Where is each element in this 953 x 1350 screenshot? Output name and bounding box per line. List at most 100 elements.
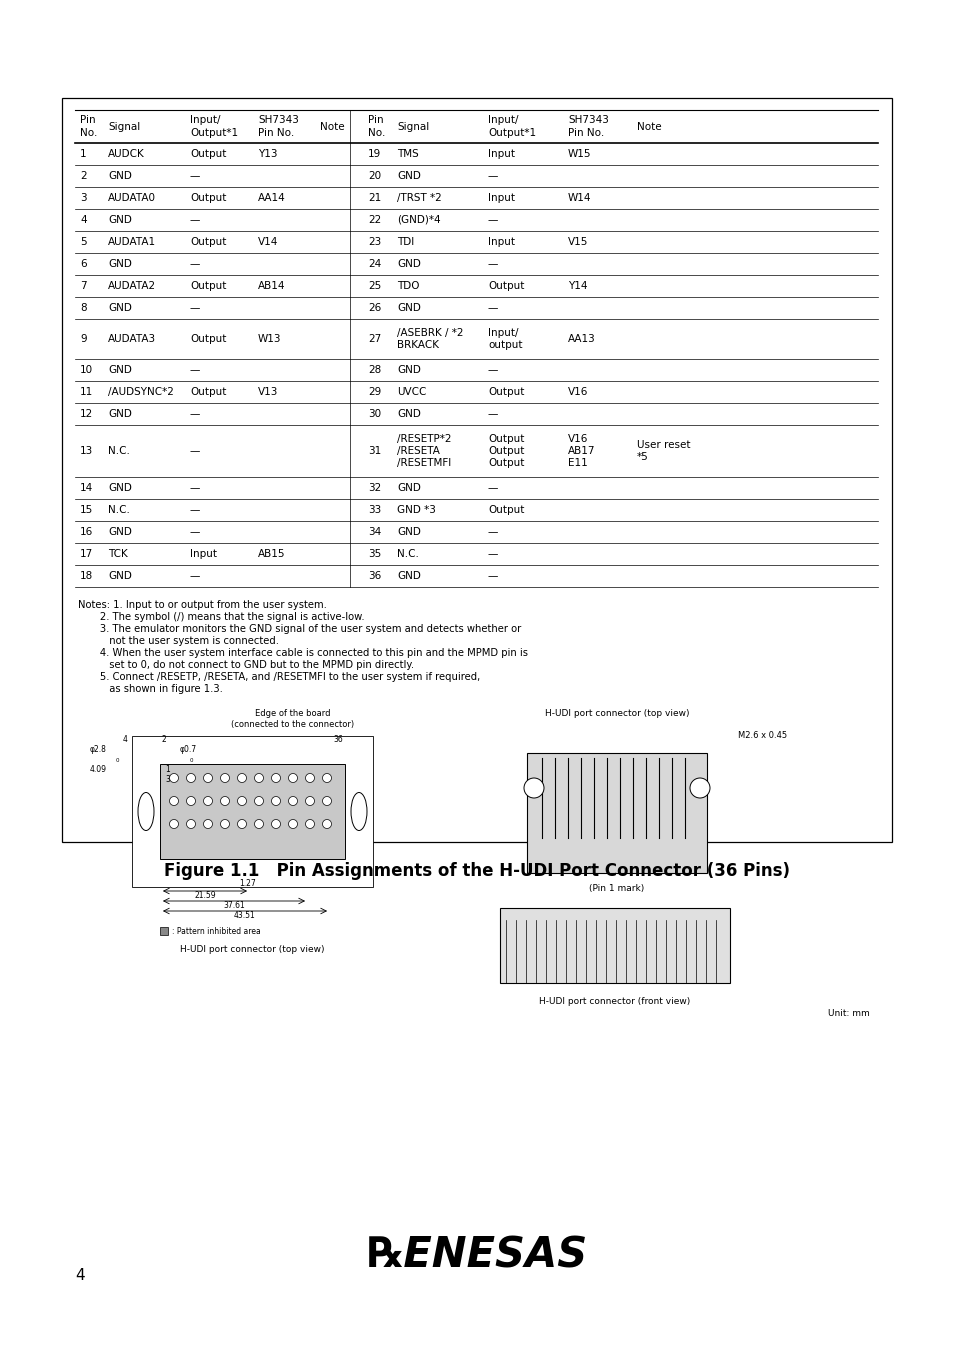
- Text: —: —: [488, 259, 497, 269]
- Text: Pin
No.: Pin No.: [80, 115, 97, 138]
- Text: : Pattern inhibited area: : Pattern inhibited area: [172, 926, 260, 936]
- Text: 1: 1: [80, 148, 87, 159]
- Text: Output: Output: [190, 387, 226, 397]
- Text: 4: 4: [80, 215, 87, 225]
- Text: /RESETP*2
/RESETA
/RESETMFI: /RESETP*2 /RESETA /RESETMFI: [396, 433, 451, 468]
- Text: 2: 2: [80, 171, 87, 181]
- Text: GND: GND: [108, 364, 132, 375]
- Bar: [160, 764, 345, 859]
- Text: Output: Output: [190, 193, 226, 202]
- Text: GND: GND: [108, 302, 132, 313]
- Circle shape: [220, 774, 230, 783]
- Text: Input/
output: Input/ output: [488, 328, 522, 350]
- Text: —: —: [190, 302, 200, 313]
- Text: Note: Note: [319, 122, 344, 131]
- Text: 18: 18: [80, 571, 93, 580]
- Text: —: —: [190, 505, 200, 514]
- Circle shape: [272, 774, 280, 783]
- Text: 3: 3: [80, 193, 87, 202]
- Text: —: —: [488, 215, 497, 225]
- Text: 16: 16: [80, 526, 93, 537]
- Text: Input: Input: [488, 193, 515, 202]
- Text: 8: 8: [80, 302, 87, 313]
- Text: 2: 2: [162, 736, 167, 744]
- Text: Signal: Signal: [108, 122, 140, 131]
- Circle shape: [322, 796, 331, 806]
- Text: 5. Connect /RESETP, /RESETA, and /RESETMFI to the user system if required,: 5. Connect /RESETP, /RESETA, and /RESETM…: [78, 672, 479, 682]
- Text: 4.09: 4.09: [90, 765, 107, 775]
- Text: 36: 36: [333, 736, 342, 744]
- Text: AUDCK: AUDCK: [108, 148, 145, 159]
- Circle shape: [237, 796, 246, 806]
- Text: 27: 27: [368, 333, 381, 344]
- Text: GND: GND: [396, 364, 420, 375]
- Text: Note: Note: [637, 122, 661, 131]
- Circle shape: [288, 819, 297, 829]
- Circle shape: [288, 796, 297, 806]
- Text: as shown in figure 1.3.: as shown in figure 1.3.: [78, 684, 223, 694]
- Text: /ASEBRK / *2
BRKACK: /ASEBRK / *2 BRKACK: [396, 328, 463, 350]
- Text: H-UDI port connector (top view): H-UDI port connector (top view): [544, 710, 688, 718]
- Circle shape: [272, 819, 280, 829]
- Text: GND: GND: [396, 409, 420, 418]
- Text: GND: GND: [108, 259, 132, 269]
- Text: 17: 17: [80, 549, 93, 559]
- Circle shape: [203, 819, 213, 829]
- Text: ℞ENESAS: ℞ENESAS: [366, 1234, 587, 1276]
- Text: —: —: [190, 409, 200, 418]
- Text: Edge of the board: Edge of the board: [255, 710, 331, 718]
- Text: set to 0, do not connect to GND but to the MPMD pin directly.: set to 0, do not connect to GND but to t…: [78, 660, 414, 670]
- Text: 33: 33: [368, 505, 381, 514]
- Text: AUDATA1: AUDATA1: [108, 238, 156, 247]
- Text: —: —: [190, 483, 200, 493]
- Ellipse shape: [138, 792, 153, 830]
- Circle shape: [170, 796, 178, 806]
- Text: V15: V15: [567, 238, 588, 247]
- Circle shape: [689, 778, 709, 798]
- Text: Output: Output: [488, 281, 524, 292]
- Bar: [526, 753, 706, 873]
- Text: —: —: [488, 526, 497, 537]
- Text: Input/
Output*1: Input/ Output*1: [488, 115, 536, 138]
- Text: Notes: 1. Input to or output from the user system.: Notes: 1. Input to or output from the us…: [78, 599, 327, 610]
- Circle shape: [237, 774, 246, 783]
- Text: Output: Output: [488, 387, 524, 397]
- Text: (GND)*4: (GND)*4: [396, 215, 440, 225]
- Text: Output: Output: [488, 505, 524, 514]
- Text: 10: 10: [80, 364, 93, 375]
- Text: Input: Input: [190, 549, 216, 559]
- Text: TDO: TDO: [396, 281, 419, 292]
- Circle shape: [305, 796, 314, 806]
- Text: 26: 26: [368, 302, 381, 313]
- Text: 4. When the user system interface cable is connected to this pin and the MPMD pi: 4. When the user system interface cable …: [78, 648, 527, 657]
- Ellipse shape: [351, 792, 367, 830]
- Text: Output: Output: [190, 281, 226, 292]
- Text: 31: 31: [368, 446, 381, 456]
- Circle shape: [220, 819, 230, 829]
- Circle shape: [186, 774, 195, 783]
- Text: GND: GND: [396, 171, 420, 181]
- Text: 25: 25: [368, 281, 381, 292]
- Text: GND: GND: [108, 215, 132, 225]
- Text: H-UDI port connector (front view): H-UDI port connector (front view): [538, 996, 690, 1006]
- Text: Unit: mm: Unit: mm: [827, 1008, 869, 1018]
- Bar: [160, 927, 168, 936]
- Text: UVCC: UVCC: [396, 387, 426, 397]
- Text: GND: GND: [108, 483, 132, 493]
- Text: GND *3: GND *3: [396, 505, 436, 514]
- Text: H-UDI port connector (top view): H-UDI port connector (top view): [180, 945, 324, 953]
- Text: V14: V14: [257, 238, 278, 247]
- Text: 12: 12: [80, 409, 93, 418]
- Text: Output: Output: [190, 238, 226, 247]
- Text: AUDATA0: AUDATA0: [108, 193, 156, 202]
- Text: (Pin 1 mark): (Pin 1 mark): [589, 884, 644, 894]
- Text: Output: Output: [190, 148, 226, 159]
- Circle shape: [254, 796, 263, 806]
- Text: M2.6 x 0.45: M2.6 x 0.45: [738, 732, 786, 741]
- Text: 2. The symbol (/) means that the signal is active-low.: 2. The symbol (/) means that the signal …: [78, 612, 364, 622]
- Text: —: —: [488, 483, 497, 493]
- Text: N.C.: N.C.: [108, 446, 130, 456]
- Text: —: —: [488, 571, 497, 580]
- Text: not the user system is connected.: not the user system is connected.: [78, 636, 278, 647]
- Text: Y14: Y14: [567, 281, 587, 292]
